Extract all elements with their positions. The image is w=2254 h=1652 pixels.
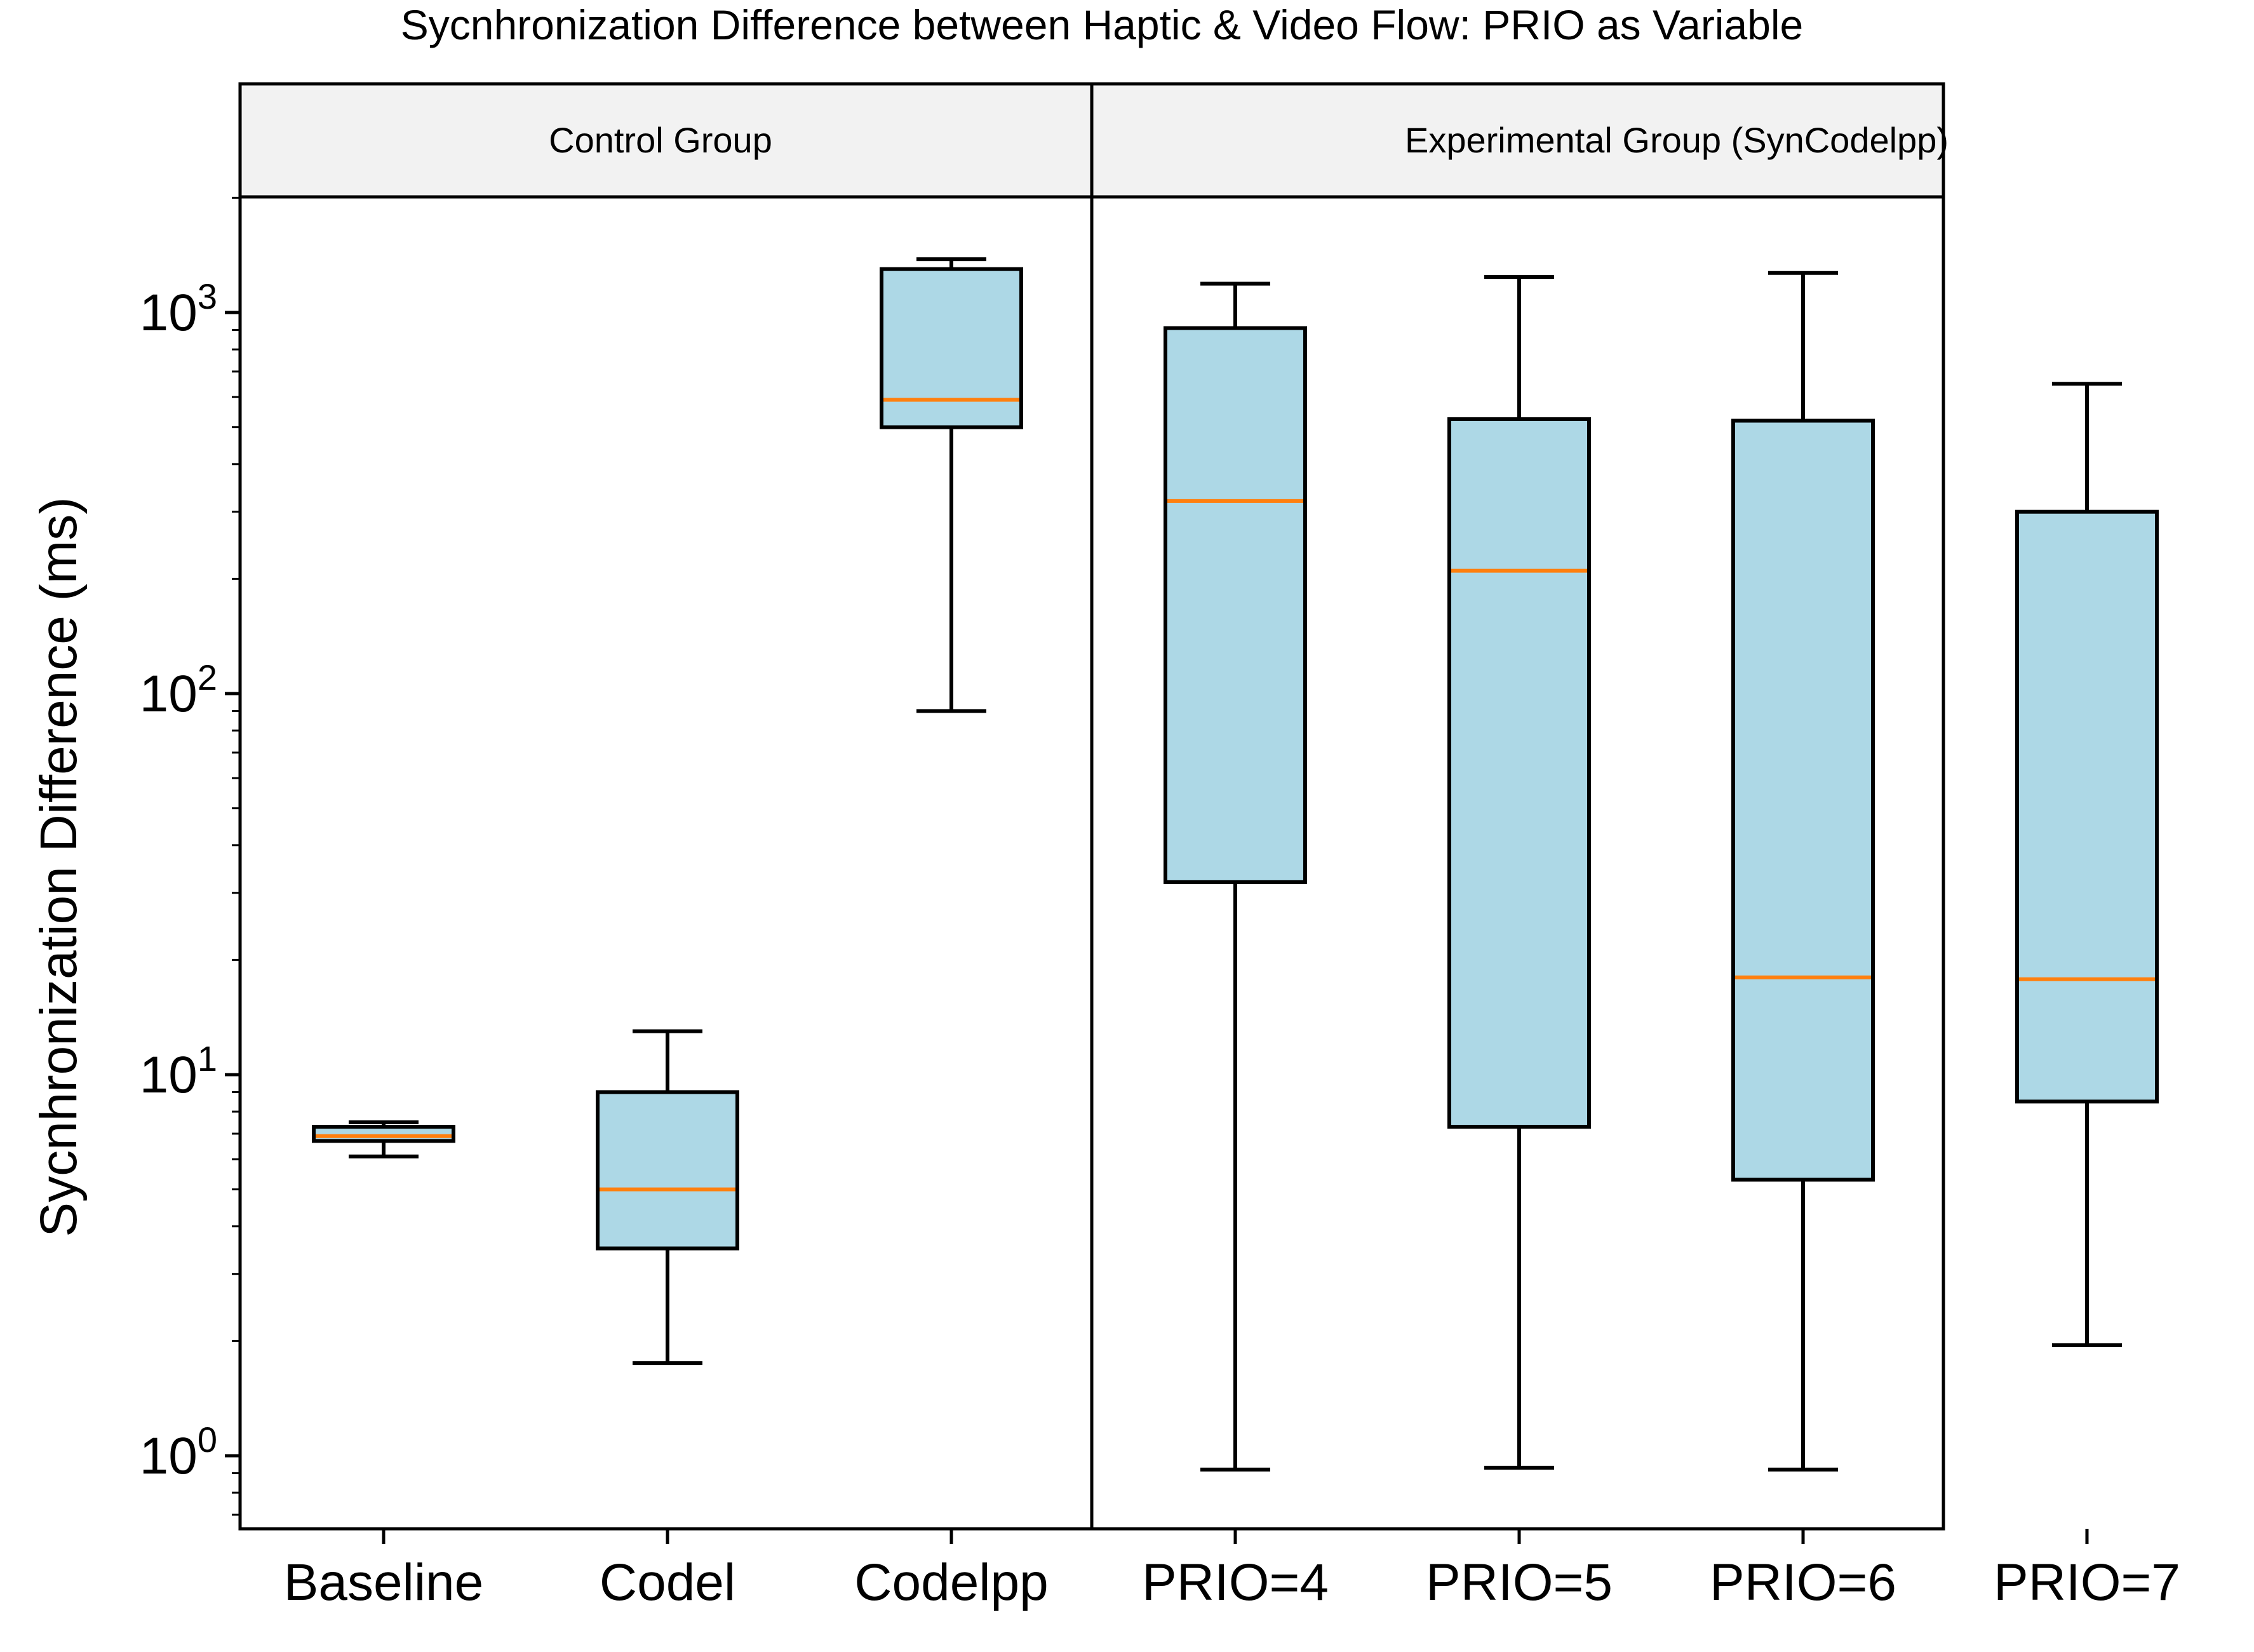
box-codel	[596, 1029, 739, 1366]
panel-label-control: Control Group	[549, 120, 772, 160]
y-axis-label: Sycnhronization Difference (ms)	[30, 497, 88, 1237]
x-tick-label: PRIO=4	[1142, 1554, 1329, 1611]
x-tick-label: Codelpp	[854, 1554, 1048, 1611]
y-tick-label: 103	[140, 276, 217, 342]
header-strip-control	[238, 82, 1094, 199]
header-strip-experimental	[1090, 82, 1945, 199]
y-tick-label: 101	[140, 1038, 217, 1104]
y-tick-label: 102	[140, 657, 217, 723]
x-tick-label: PRIO=5	[1426, 1554, 1613, 1611]
iqr-box-baseline	[312, 1125, 455, 1143]
iqr-box-codel	[596, 1090, 739, 1251]
chart-title: Sycnhronization Difference between Hapti…	[401, 1, 1804, 48]
x-tick-label: Codel	[600, 1554, 735, 1611]
iqr-box-prio-4	[1164, 326, 1307, 884]
box-prio-5	[1447, 274, 1591, 1470]
x-tick-label: PRIO=6	[1710, 1554, 1896, 1611]
iqr-box-prio-7	[2015, 509, 2159, 1104]
iqr-box-prio-6	[1731, 419, 1875, 1182]
box-prio-4	[1164, 281, 1307, 1472]
chart-marks	[312, 257, 2159, 1472]
box-prio-7	[2015, 382, 2159, 1347]
iqr-box-prio-5	[1447, 417, 1591, 1129]
x-tick-label: Baseline	[284, 1554, 484, 1611]
box-prio-6	[1731, 271, 1875, 1472]
x-axis: Baseline Codel Codelpp PRIO=4 PRIO=5 PRIO=6 PR…	[284, 1529, 2180, 1611]
box-baseline	[312, 1120, 455, 1158]
y-axis: 100 101 102 103	[140, 196, 240, 1516]
panel-label-experimental: Experimental Group (SynCodelpp)	[1405, 120, 1949, 160]
iqr-box-codelpp	[880, 267, 1023, 429]
x-tick-label: PRIO=7	[1994, 1554, 2180, 1611]
box-codelpp	[880, 257, 1023, 713]
y-tick-label: 100	[140, 1420, 217, 1485]
